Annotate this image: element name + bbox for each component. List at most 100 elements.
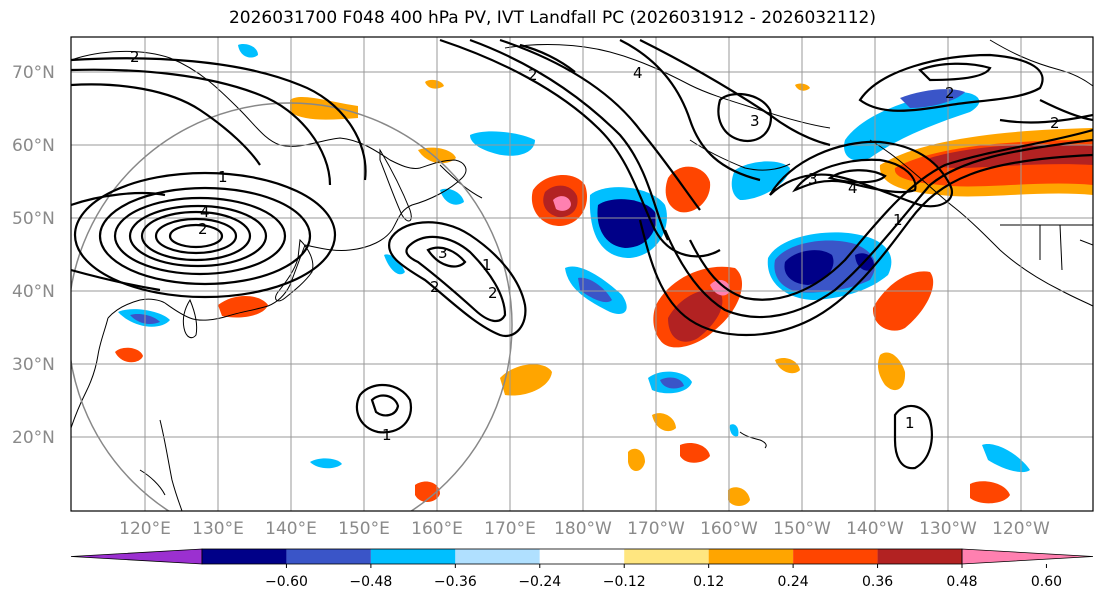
contour-labels: 2 1 2 4 4 2 3 4 1 3 2 2 3 2 1 2 1 1 — [130, 48, 1060, 444]
colorbar-tick-label: −0.36 — [434, 574, 477, 590]
colorbar: −0.60 −0.48 −0.36 −0.24 −0.12 0.12 0.24 0.36 0.4… — [70, 548, 1094, 590]
contour-label: 1 — [482, 256, 492, 274]
anomaly-patch — [384, 254, 405, 275]
lon-label: 150°W — [773, 519, 831, 539]
contour-line — [405, 235, 507, 323]
lon-label: 130°E — [192, 519, 244, 539]
graticule — [71, 37, 1093, 511]
colorbar-segment — [202, 549, 287, 564]
anomaly-patch — [877, 352, 906, 391]
lon-label: 130°W — [919, 519, 977, 539]
colorbar-tick-label: −0.24 — [518, 574, 561, 590]
colorbar-tick-label: −0.48 — [349, 574, 392, 590]
anomaly-patch — [680, 443, 710, 463]
lat-label-30n: 30°N — [12, 355, 55, 375]
anomaly-patch — [660, 377, 684, 389]
contour-line — [355, 383, 413, 434]
colorbar-segment — [793, 549, 878, 564]
lat-label-70n: 70°N — [12, 63, 55, 83]
anomaly-patch — [553, 196, 571, 211]
anomaly-patch — [310, 458, 342, 469]
contour-line — [689, 128, 1093, 301]
anomaly-patch — [710, 279, 730, 296]
lon-label: 170°E — [484, 519, 536, 539]
contour-line — [858, 53, 1044, 112]
contour-label: 3 — [808, 170, 818, 188]
contour-line — [639, 39, 831, 147]
lat-label-40n: 40°N — [12, 282, 55, 302]
contour-label: 1 — [893, 211, 903, 229]
contour-label: 2 — [198, 220, 208, 238]
contour-line — [519, 43, 576, 73]
anomaly-patch — [238, 44, 258, 58]
contour-line — [469, 38, 669, 241]
lon-label: 140°E — [265, 519, 317, 539]
map-title: 2026031700 F048 400 hPa PV, IVT Landfall… — [228, 8, 876, 28]
contour-line — [717, 93, 773, 143]
anomaly-patch — [668, 289, 723, 342]
contour-label: 2 — [488, 284, 498, 302]
colorbar-tick-label: 0.12 — [693, 574, 724, 590]
contour-label: 1 — [218, 168, 228, 186]
contour-label: 4 — [633, 64, 643, 82]
colorbar-segment — [286, 549, 371, 564]
contour-line — [769, 140, 953, 208]
anomaly-patch — [500, 364, 552, 396]
lon-label: 120°W — [992, 519, 1050, 539]
contour-line — [663, 138, 1093, 319]
contour-label: 2 — [528, 66, 538, 84]
colorbar-segment — [708, 549, 794, 564]
contour-line — [918, 62, 992, 82]
lon-label: 150°E — [338, 519, 390, 539]
colorbar-tick-label: 0.36 — [862, 574, 893, 590]
colorbar-segment — [624, 549, 709, 564]
anomaly-patch — [872, 271, 934, 331]
anomaly-patch — [784, 250, 834, 285]
anomaly-patch — [578, 277, 612, 303]
contour-line — [439, 38, 721, 258]
contour-line — [1039, 99, 1093, 122]
anomaly-patch — [982, 444, 1030, 473]
anomaly-patch — [900, 89, 965, 108]
colorbar-segment — [877, 549, 962, 564]
map-frame — [70, 36, 1094, 512]
anomaly-patch — [628, 448, 645, 471]
contour-label: 2 — [945, 84, 955, 102]
anomaly-patch — [652, 413, 676, 432]
contour-label: 1 — [905, 414, 915, 432]
contour-line — [893, 404, 933, 470]
anomaly-patch — [440, 188, 464, 205]
anomaly-patch — [775, 358, 800, 374]
contour-line — [619, 39, 761, 182]
anomaly-patch — [844, 91, 980, 161]
anomaly-patch — [425, 79, 444, 89]
ivt-contours — [71, 38, 1093, 470]
contour-line — [71, 83, 261, 166]
colorbar-segment — [455, 549, 540, 564]
contour-label: 4 — [200, 203, 210, 221]
colorbar-tick-label: −0.12 — [603, 574, 646, 590]
anomaly-patch — [218, 295, 268, 318]
contour-line — [387, 221, 527, 338]
lon-label: 140°W — [846, 519, 904, 539]
anomaly-patch — [729, 424, 739, 437]
contour-line — [426, 246, 467, 268]
colorbar-segment — [370, 549, 456, 564]
anomaly-patch — [470, 131, 535, 156]
anomaly-patch — [970, 481, 1010, 504]
contour-label: 3 — [750, 112, 760, 130]
colorbar-tick-label: 0.24 — [778, 574, 809, 590]
contour-line — [71, 68, 332, 186]
latitude-labels: 70°N 60°N 50°N 40°N 30°N 20°N — [12, 63, 55, 448]
anomaly-patch — [115, 347, 143, 363]
reference-circle — [71, 102, 513, 511]
contour-line — [999, 113, 1093, 124]
anomaly-patch — [415, 481, 440, 503]
lon-label: 160°E — [411, 519, 463, 539]
contour-label: 1 — [382, 426, 392, 444]
colorbar-segment — [539, 549, 625, 564]
lat-label-20n: 20°N — [12, 428, 55, 448]
contour-line — [827, 169, 887, 184]
contour-line — [71, 191, 166, 207]
